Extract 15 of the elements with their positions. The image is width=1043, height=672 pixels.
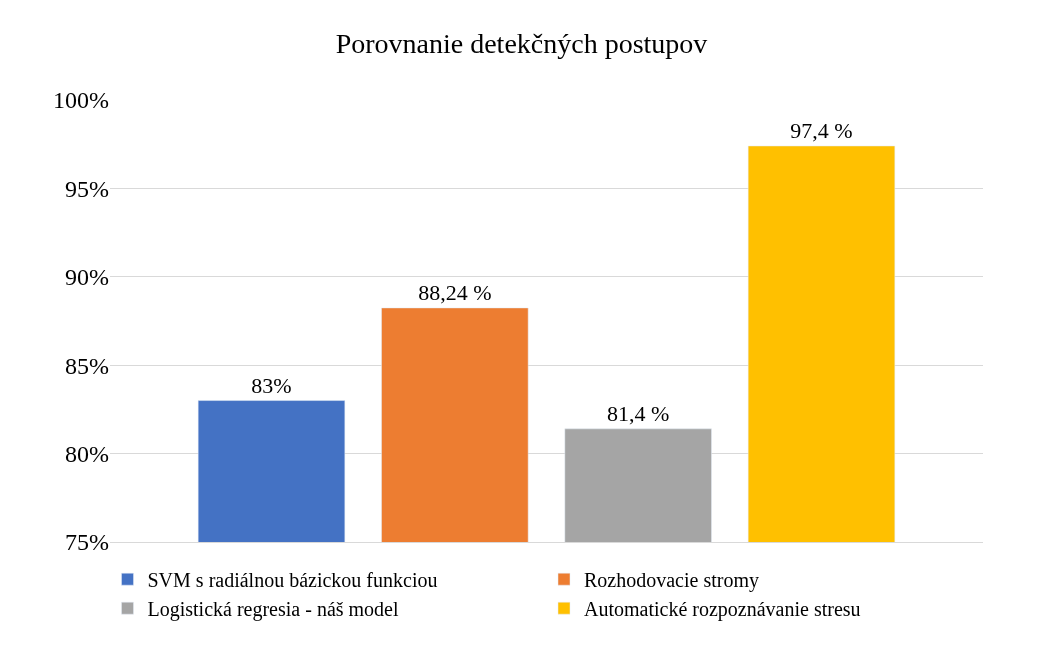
y-tick-label: 85% [65, 352, 109, 379]
y-tick-label: 80% [65, 441, 109, 467]
legend-label: Rozhodovacie stromy [584, 568, 759, 592]
data-label: 88,24 % [418, 279, 492, 305]
chart-title: Porovnanie detekčných postupov [335, 28, 708, 60]
legend-label: Logistická regresia - náš model [147, 597, 399, 621]
y-tick-label: 90% [65, 264, 109, 291]
data-label: 97,4 % [790, 117, 853, 143]
legend-label: Automatické rozpoznávanie stresu [584, 597, 861, 621]
y-tick-label: 95% [65, 175, 109, 202]
data-label: 81,4 % [607, 400, 670, 426]
y-tick-label: 100% [53, 87, 109, 114]
data-label: 83% [251, 372, 292, 398]
y-tick-label: 75% [65, 529, 109, 556]
legend-label: SVM s radiálnou bázickou funkciou [147, 568, 438, 591]
